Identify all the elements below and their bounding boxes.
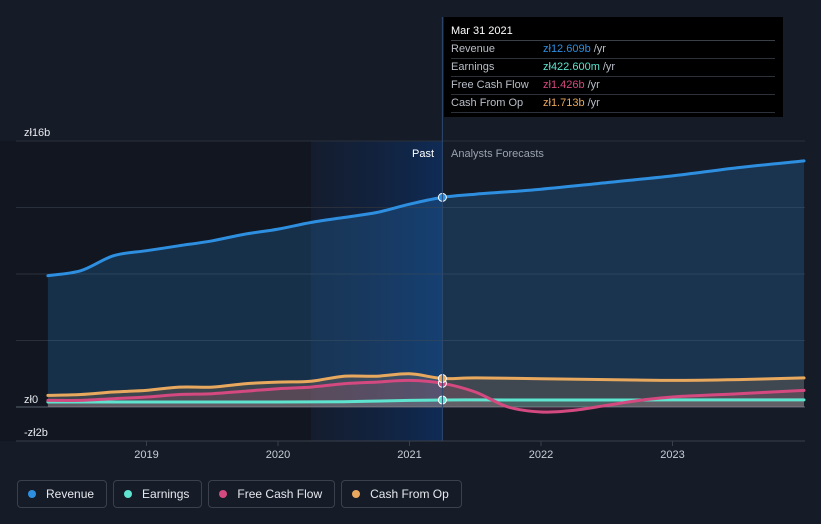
y-tick-label: zł16b	[24, 127, 50, 139]
cash-from-op-dot-icon	[352, 490, 361, 498]
earnings-dot-icon	[124, 490, 133, 498]
tooltip-row-fcf: Free Cash Flow zł1.426b /yr	[451, 77, 775, 95]
tooltip-unit: /yr	[587, 97, 600, 109]
past-highlight-band	[310, 141, 443, 441]
revenue-dot-icon	[28, 490, 36, 498]
forecast-label: Analysts Forecasts	[451, 148, 544, 160]
tooltip-value: zł422.600m	[543, 61, 600, 73]
legend: Revenue Earnings Free Cash Flow Cash Fro…	[17, 480, 462, 508]
legend-item-cash-from-op[interactable]: Cash From Op	[341, 480, 462, 508]
legend-label: Revenue	[46, 487, 95, 501]
legend-label: Earnings	[142, 487, 190, 501]
legend-item-free-cash-flow[interactable]: Free Cash Flow	[208, 480, 336, 508]
tooltip-row-cfo: Cash From Op zł1.713b /yr	[451, 95, 775, 113]
x-tick-label: 2023	[660, 449, 684, 461]
tooltip-unit: /yr	[587, 79, 600, 91]
legend-label: Cash From Op	[370, 487, 449, 501]
tooltip-unit: /yr	[602, 61, 616, 73]
x-tick-label: 2022	[529, 449, 553, 461]
tooltip-unit: /yr	[593, 43, 606, 55]
past-label: Past	[412, 148, 434, 160]
x-tick-label: 2020	[266, 449, 290, 461]
series-line	[46, 398, 806, 404]
series-area	[47, 160, 804, 407]
tooltip-label: Cash From Op	[451, 97, 524, 109]
series-line	[46, 372, 806, 397]
series-line	[46, 378, 806, 414]
legend-item-earnings[interactable]: Earnings	[113, 480, 203, 508]
tooltip-value: zł1.713b	[543, 97, 585, 109]
legend-label: Free Cash Flow	[237, 487, 323, 501]
tooltip-panel: Mar 31 2021 Revenue zł12.609b /yr Earnin…	[444, 17, 783, 117]
x-tick-label: 2021	[397, 449, 421, 461]
legend-item-revenue[interactable]: Revenue	[17, 480, 108, 508]
tooltip-row-revenue: Revenue zł12.609b /yr	[451, 41, 775, 59]
y-tick-label: -zł2b	[24, 427, 48, 439]
tooltip-value: zł1.426b	[543, 79, 585, 91]
tooltip-row-earnings: Earnings zł422.600m /yr	[451, 59, 775, 77]
y-tick-label: zł0	[24, 394, 38, 406]
tooltip-label: Free Cash Flow	[451, 79, 529, 91]
tooltip-label: Revenue	[451, 43, 496, 55]
tooltip-date: Mar 31 2021	[451, 23, 775, 41]
series-line	[46, 159, 806, 278]
free-cash-flow-dot-icon	[219, 490, 228, 498]
tooltip-label: Earnings	[451, 61, 495, 73]
tooltip-value: zł12.609b	[543, 43, 591, 55]
x-tick-label: 2019	[134, 449, 158, 461]
